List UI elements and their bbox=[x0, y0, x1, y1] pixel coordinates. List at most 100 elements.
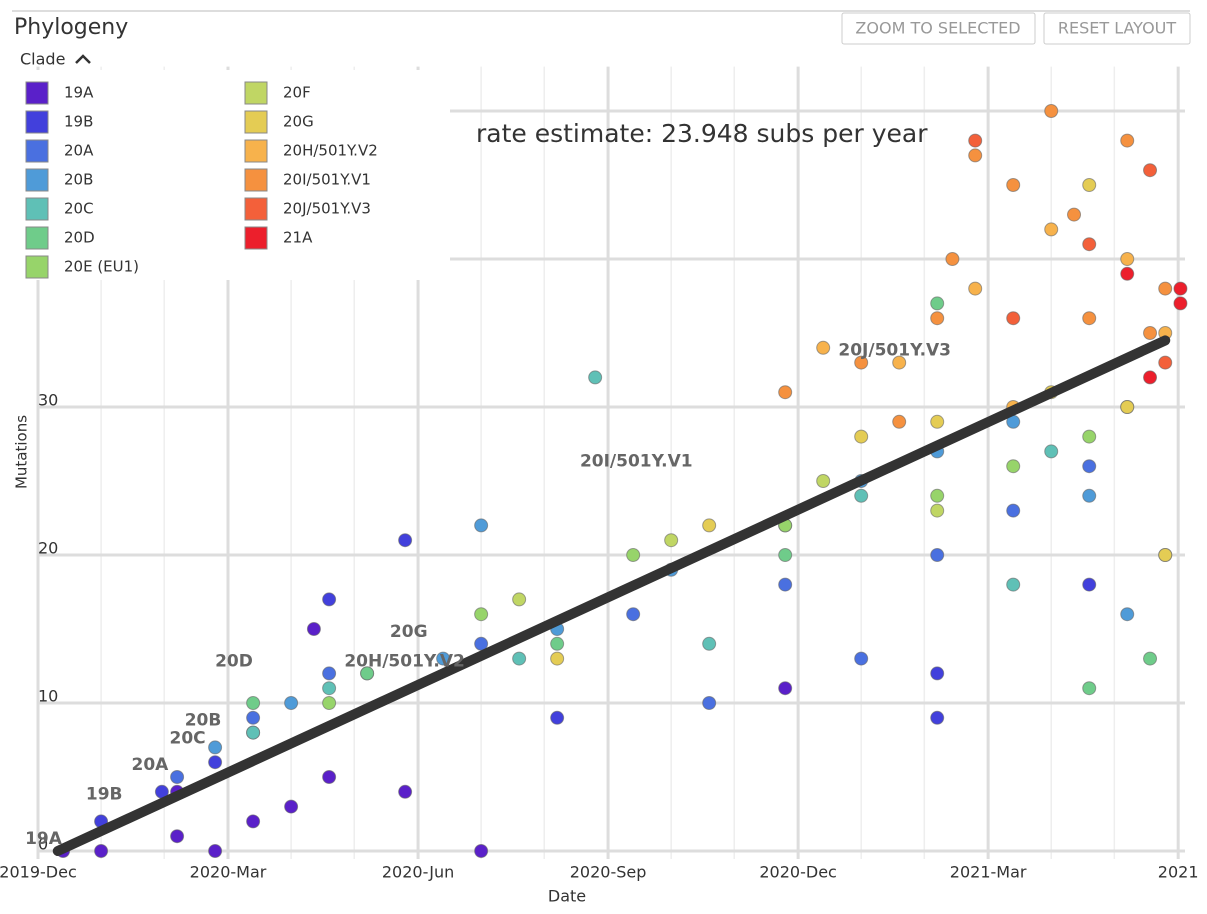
y-tick-label: 0 bbox=[38, 835, 48, 854]
sample-point bbox=[246, 710, 261, 725]
legend-label: 20A bbox=[64, 142, 94, 160]
x-tick-label: 2021-Mar bbox=[950, 863, 1027, 882]
legend-swatch bbox=[244, 226, 268, 250]
legend-label: 21A bbox=[283, 229, 313, 247]
sample-point bbox=[968, 281, 983, 296]
sample-point bbox=[170, 829, 185, 844]
sample-point bbox=[1173, 281, 1188, 296]
legend-label: 20D bbox=[64, 229, 95, 247]
zoom-button-label[interactable]: ZOOM TO SELECTED bbox=[855, 19, 1020, 38]
clade-label: 20C bbox=[169, 728, 205, 748]
sample-point bbox=[1044, 444, 1059, 459]
legend-label: 20B bbox=[64, 171, 93, 189]
annotation: rate estimate: 23.948 subs per year bbox=[476, 119, 928, 148]
sample-point bbox=[1143, 370, 1158, 385]
zoom-button[interactable] bbox=[841, 12, 1036, 45]
sample-point bbox=[1120, 607, 1135, 622]
sample-point bbox=[1006, 503, 1021, 518]
sample-point bbox=[968, 133, 983, 148]
sample-point bbox=[854, 651, 869, 666]
sample-point bbox=[778, 577, 793, 592]
sample-point bbox=[208, 755, 223, 770]
sample-point bbox=[436, 651, 451, 666]
legend-swatch bbox=[244, 197, 268, 221]
panel-title: Phylogeny bbox=[14, 15, 128, 40]
legend-swatch bbox=[25, 255, 49, 279]
y-tick-label: 20 bbox=[38, 539, 58, 558]
sample-point bbox=[398, 784, 413, 799]
sample-point bbox=[1006, 577, 1021, 592]
legend-label: 20G bbox=[283, 113, 314, 131]
sample-point bbox=[398, 533, 413, 548]
sample-point bbox=[1082, 577, 1097, 592]
sample-point bbox=[1067, 207, 1082, 222]
sample-point bbox=[322, 770, 337, 784]
sample-point bbox=[1006, 459, 1021, 474]
sample-point bbox=[892, 355, 907, 370]
legend-label: 20E (EU1) bbox=[64, 258, 139, 276]
sample-point bbox=[306, 622, 321, 636]
legend-title[interactable]: Clade bbox=[20, 50, 65, 69]
sample-point bbox=[322, 681, 337, 696]
sample-point bbox=[322, 666, 337, 681]
clade-label: 20I/501Y.V1 bbox=[580, 452, 693, 472]
sample-point bbox=[1082, 311, 1097, 326]
legend-label: 19B bbox=[64, 113, 93, 131]
sample-point bbox=[626, 607, 641, 622]
y-axis-label: Mutations bbox=[13, 415, 31, 489]
legend-bg bbox=[0, 70, 450, 280]
x-tick-label: 2020-Jun bbox=[382, 863, 454, 882]
sample-point bbox=[1143, 326, 1158, 340]
sample-point bbox=[550, 710, 565, 725]
x-tick-label: 2021 bbox=[1158, 863, 1199, 882]
x-axis-label: Date bbox=[548, 887, 586, 906]
sample-point bbox=[1120, 252, 1135, 266]
legend-swatch bbox=[25, 110, 49, 134]
legend: 19A 19B 20A 20B 20C 20D 20E (EU1) 20F 20G 20H/501… bbox=[25, 81, 378, 279]
legend-swatch bbox=[25, 168, 49, 192]
legend-label: 20H/501Y.V2 bbox=[283, 142, 378, 160]
reset-button[interactable] bbox=[1043, 12, 1191, 45]
legend-swatch bbox=[25, 139, 49, 163]
sample-point bbox=[322, 592, 337, 607]
sample-point bbox=[778, 548, 793, 562]
sample-point bbox=[512, 651, 527, 666]
x-tick-label: 2020-Sep bbox=[570, 863, 647, 882]
sample-point bbox=[702, 696, 717, 710]
sample-point bbox=[284, 696, 299, 710]
grid: 01020304050 bbox=[36, 66, 1185, 859]
legend-label: 20C bbox=[64, 200, 94, 218]
sample-point bbox=[550, 651, 565, 666]
legend-swatch bbox=[25, 81, 49, 105]
sample-point bbox=[246, 814, 261, 829]
sample-point bbox=[1173, 296, 1188, 311]
sample-point bbox=[626, 548, 641, 562]
y-tick-label: 30 bbox=[38, 391, 58, 410]
clade-label: 20D bbox=[215, 651, 253, 671]
legend-swatch bbox=[244, 139, 268, 163]
sample-point bbox=[322, 696, 337, 710]
sample-point bbox=[1044, 104, 1059, 118]
reset-button-label[interactable]: RESET LAYOUT bbox=[1058, 19, 1177, 38]
sample-point bbox=[1082, 429, 1097, 444]
legend-swatch bbox=[244, 81, 268, 105]
clade-label: 20B bbox=[185, 711, 222, 731]
clade-label: 19A bbox=[25, 829, 63, 849]
y-tick-label: 10 bbox=[38, 687, 58, 706]
sample-point bbox=[208, 844, 223, 858]
sample-point bbox=[930, 414, 945, 429]
sample-point bbox=[246, 725, 261, 740]
clade-label: 20G bbox=[390, 622, 428, 642]
sample-point bbox=[208, 740, 223, 755]
legend-label: 20F bbox=[283, 84, 311, 102]
sample-point bbox=[930, 488, 945, 503]
sample-point bbox=[1082, 681, 1097, 696]
clade-label: 20A bbox=[131, 755, 169, 775]
sample-point bbox=[474, 844, 489, 858]
collapse-icon[interactable] bbox=[75, 54, 91, 64]
sample-point bbox=[1082, 488, 1097, 503]
legend-label: 19A bbox=[64, 84, 94, 102]
sample-point bbox=[816, 340, 831, 355]
